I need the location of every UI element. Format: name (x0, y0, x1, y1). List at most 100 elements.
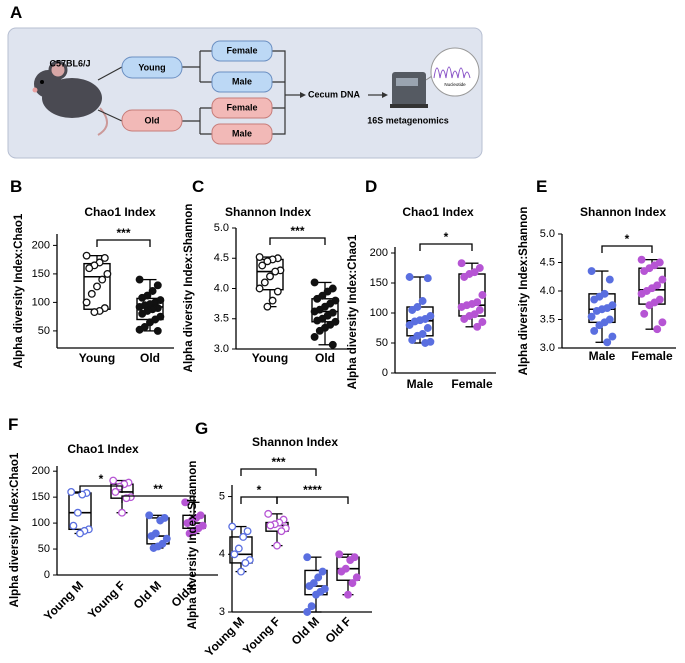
sex-label: Female (226, 102, 257, 112)
y-tick-label: 100 (32, 517, 50, 529)
data-point (640, 267, 649, 275)
x-tick-label: Male (589, 349, 616, 363)
significance-bracket (79, 485, 123, 493)
x-tick-label: Female (631, 349, 673, 363)
data-point (237, 567, 245, 576)
data-point (352, 573, 361, 582)
data-point (69, 521, 78, 530)
significance-label: * (625, 232, 630, 246)
y-tick-label: 50 (38, 325, 50, 337)
connectors (97, 50, 382, 135)
data-point (93, 282, 101, 291)
group-pill (121, 109, 183, 132)
data-point (135, 303, 144, 311)
y-axis-label: Alpha diversity Index:Shannon (183, 204, 195, 373)
group-pill (121, 56, 183, 79)
panel-letter: D (365, 177, 377, 196)
data-point (405, 321, 414, 329)
significance-bracket (419, 243, 473, 251)
significance-label: * (257, 483, 262, 497)
y-tick-label: 3.0 (540, 342, 555, 354)
data-point (109, 476, 118, 485)
y-tick-label: 3.5 (540, 313, 555, 325)
data-point (234, 544, 243, 553)
data-point (590, 295, 599, 304)
significance-bracket (601, 245, 653, 253)
data-point (263, 302, 272, 311)
data-point (266, 521, 275, 530)
significance-label: *** (116, 226, 130, 240)
x-tick-label: Young F (240, 614, 283, 657)
data-point (307, 602, 316, 611)
data-point (313, 316, 322, 325)
data-point (100, 253, 109, 262)
data-point (67, 488, 76, 496)
data-point (260, 278, 269, 287)
significance-bracket (240, 496, 278, 504)
y-tick-label: 5.0 (540, 228, 555, 240)
panel-letter: A (10, 3, 22, 22)
panel-letter: B (10, 177, 22, 196)
data-point (314, 573, 323, 582)
chart-title: Shannon Index (225, 205, 311, 219)
significance-label: **** (303, 483, 322, 497)
significance-label: * (99, 472, 104, 486)
data-point (268, 296, 277, 305)
data-point (478, 291, 487, 299)
data-point (98, 275, 107, 284)
significance-label: *** (271, 455, 285, 469)
y-tick-label: 50 (38, 543, 50, 555)
y-tick-label: 200 (370, 247, 388, 259)
y-tick-label: 4.0 (540, 285, 555, 297)
sex-label: Female (226, 45, 257, 55)
data-point (421, 339, 430, 347)
x-tick-label: Young M (41, 578, 86, 623)
data-point (310, 278, 319, 287)
significance-label: ** (153, 482, 163, 496)
data-point (423, 274, 432, 283)
data-point (457, 303, 466, 311)
y-tick-label: 200 (32, 239, 50, 251)
chart-title: Chao1 Index (67, 442, 139, 456)
data-point (603, 338, 612, 347)
sex-label: Male (232, 76, 252, 86)
data-point (346, 556, 355, 564)
sex-pill (211, 123, 273, 145)
y-axis-label: Alpha diversity Index:Chao1 (13, 213, 25, 368)
data-point (590, 326, 599, 335)
icon-label: Nucleotide (444, 82, 466, 87)
chromatogram-icon (430, 47, 480, 97)
data-point (315, 326, 324, 335)
data-point (183, 519, 192, 528)
data-point (310, 332, 319, 341)
data-point (228, 522, 237, 531)
data-point (255, 284, 264, 293)
x-tick-label: Male (407, 377, 434, 391)
panel-letter: G (195, 419, 208, 438)
panel-a: A C57BL6/J Young Old Female Male Female (7, 3, 483, 159)
data-point (637, 289, 646, 298)
data-point (408, 336, 417, 344)
data-point (181, 498, 190, 507)
data-point (90, 308, 99, 317)
data-point (85, 264, 94, 273)
x-tick-label: Young (252, 351, 288, 365)
data-point (587, 267, 596, 275)
y-axis-label: Alpha diversity Index:Chao1 (347, 234, 359, 389)
data-point (82, 298, 91, 307)
data-point (76, 529, 84, 538)
data-point (310, 307, 319, 316)
significance-bracket (276, 496, 349, 504)
y-tick-label: 100 (32, 296, 50, 308)
data-point (605, 275, 614, 284)
y-tick-label: 4.5 (540, 256, 555, 268)
data-point (410, 317, 419, 326)
data-point (658, 275, 667, 284)
mouse-icon (32, 60, 108, 136)
panel-letter: C (192, 177, 204, 196)
data-point (460, 273, 469, 281)
data-point (335, 550, 344, 559)
data-point (241, 558, 250, 567)
data-point (138, 309, 147, 318)
